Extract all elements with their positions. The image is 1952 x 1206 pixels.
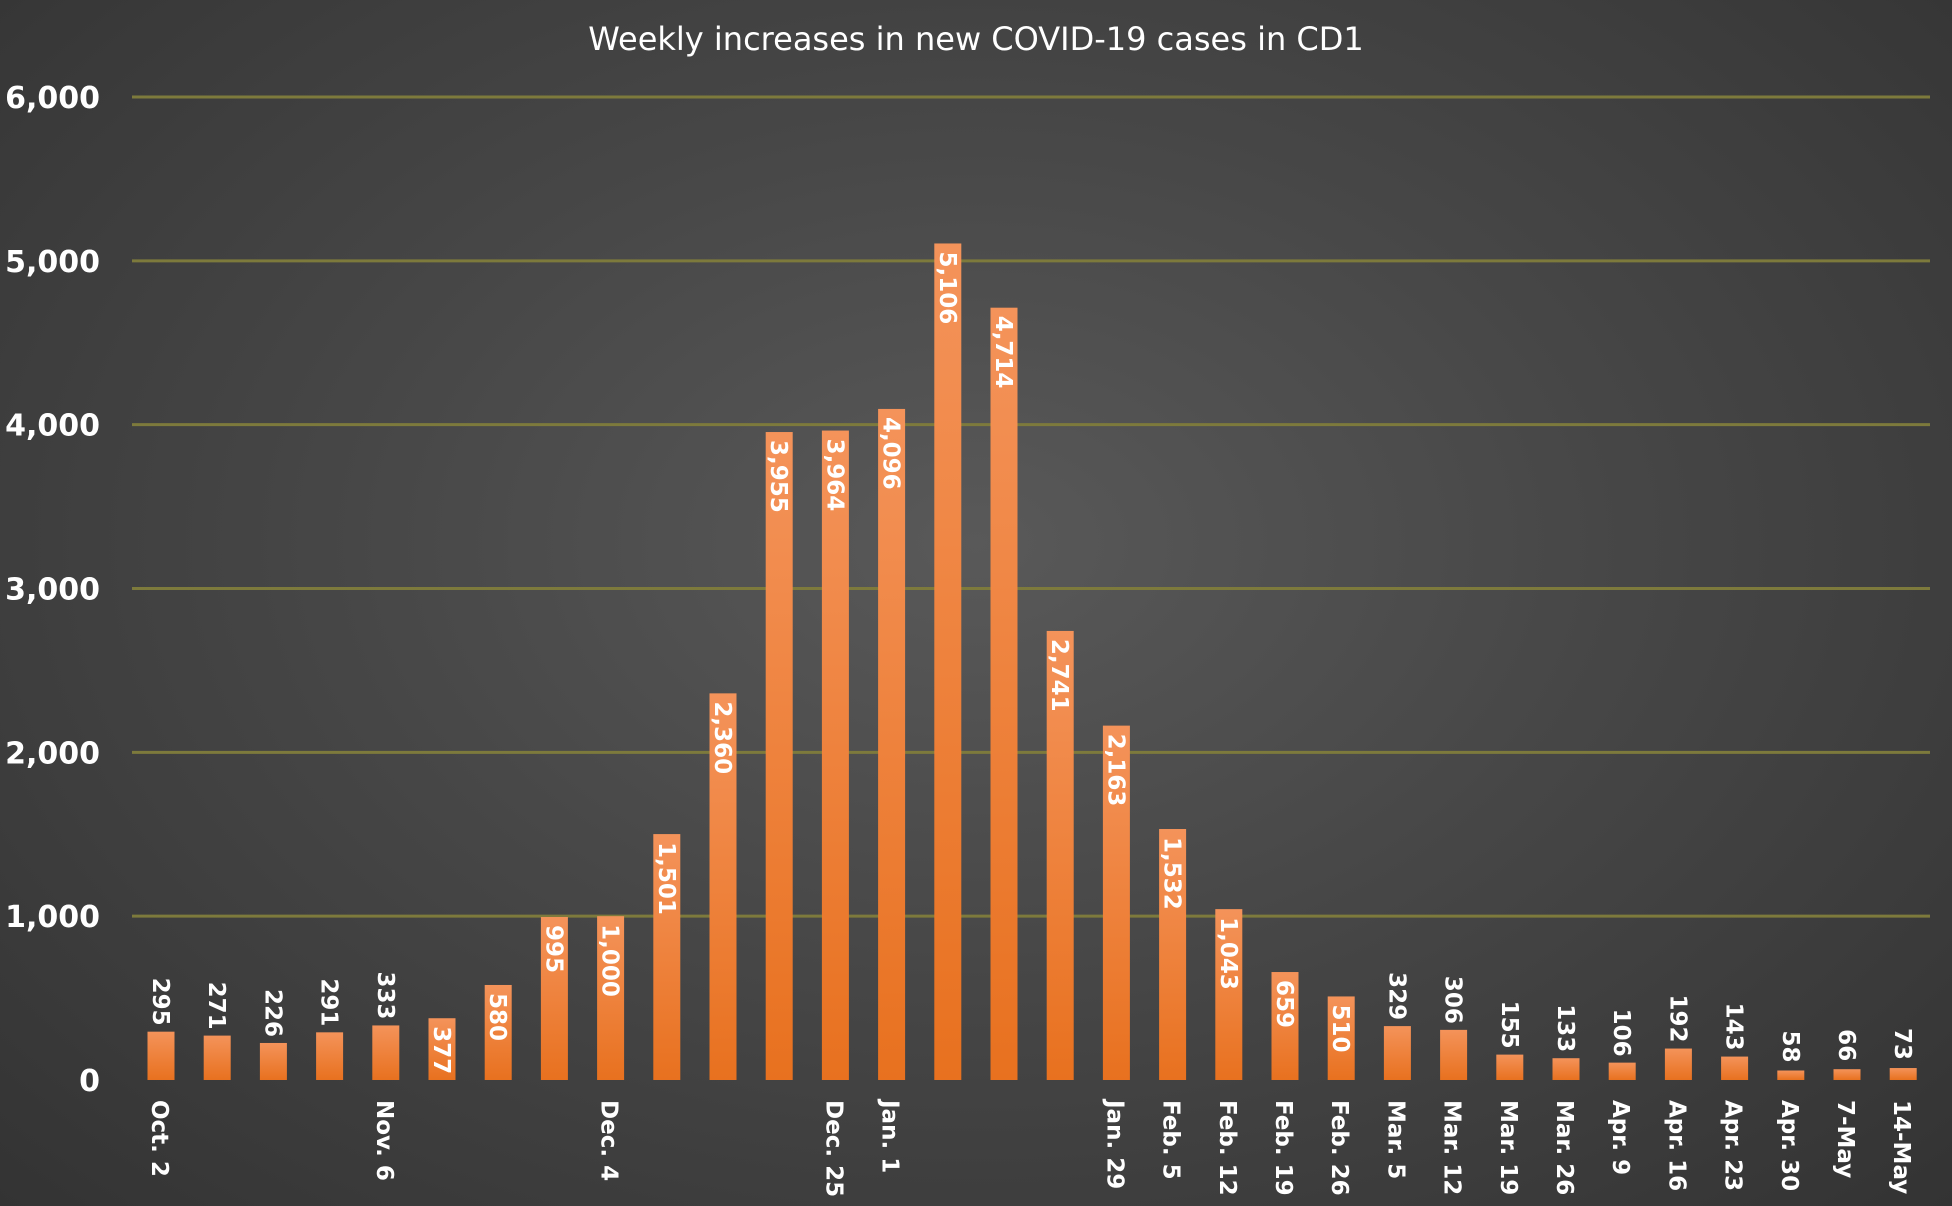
gridlines	[132, 95, 1930, 918]
y-tick-label: 2,000	[5, 736, 100, 771]
bar	[1608, 1062, 1636, 1080]
bar	[1159, 829, 1187, 1080]
bar	[709, 693, 737, 1080]
bar	[1327, 996, 1355, 1080]
data-label: 306	[1440, 976, 1466, 1024]
data-label: 995	[540, 925, 566, 973]
bars	[147, 243, 1917, 1081]
bar	[316, 1032, 344, 1080]
bar	[428, 1018, 456, 1080]
data-label: 291	[316, 978, 342, 1026]
bar	[1215, 909, 1243, 1080]
data-label: 295	[147, 978, 173, 1026]
bar	[203, 1035, 231, 1080]
data-label: 2,360	[709, 701, 735, 774]
x-tick-label: Feb. 19	[1270, 1100, 1296, 1196]
x-tick-label: Apr. 16	[1663, 1100, 1689, 1191]
x-tick-label: 7-May	[1832, 1100, 1858, 1178]
data-label: 4,714	[990, 316, 1016, 389]
data-label: 510	[1327, 1004, 1353, 1052]
data-label: 226	[259, 989, 285, 1037]
chart-title: Weekly increases in new COVID-19 cases i…	[588, 20, 1364, 58]
data-label: 1,532	[1159, 837, 1185, 910]
data-label: 2,163	[1102, 734, 1128, 807]
bar	[259, 1042, 287, 1080]
x-tick-label: Oct. 2	[146, 1100, 172, 1177]
x-tick-label: Mar. 5	[1382, 1100, 1408, 1179]
data-label: 1,000	[597, 924, 623, 997]
x-tick-label: Mar. 12	[1439, 1100, 1465, 1195]
x-tick-label: Feb. 26	[1326, 1100, 1352, 1196]
bar	[1889, 1068, 1917, 1080]
bar	[1102, 725, 1130, 1080]
data-label: 580	[484, 993, 510, 1041]
bar	[1271, 972, 1299, 1080]
x-tick-label: Dec. 25	[820, 1100, 846, 1197]
x-tick-label: Jan. 1	[877, 1098, 903, 1173]
bar	[821, 430, 849, 1080]
data-labels: 295 271 226 291 333 377 580 995 1,000 1,501 2,360 3…	[147, 251, 1915, 1074]
bar	[1777, 1070, 1805, 1080]
data-label: 1,501	[653, 842, 679, 915]
data-label: 4,096	[878, 417, 904, 490]
x-axis-ticks: Oct. 2 Nov. 6 Dec. 4 Dec. 25 Jan. 1 Jan. 29 Fe…	[146, 1098, 1914, 1197]
data-label: 66	[1833, 1029, 1859, 1061]
bar	[147, 1031, 175, 1080]
bar	[1552, 1058, 1580, 1080]
bar	[1664, 1048, 1692, 1080]
bar	[597, 916, 625, 1080]
data-label: 73	[1889, 1028, 1915, 1060]
bar	[934, 243, 962, 1081]
x-tick-label: 14-May	[1888, 1100, 1914, 1194]
bar	[990, 307, 1018, 1080]
bar	[484, 984, 512, 1080]
y-tick-label: 4,000	[5, 409, 100, 444]
x-tick-label: Apr. 30	[1776, 1100, 1802, 1191]
data-label: 3,955	[765, 440, 791, 513]
data-label: 377	[428, 1026, 454, 1074]
data-label: 329	[1383, 972, 1409, 1020]
y-tick-label: 1,000	[5, 900, 100, 935]
bar	[1440, 1029, 1468, 1080]
y-tick-label: 0	[79, 1064, 100, 1099]
data-label: 143	[1721, 1003, 1747, 1051]
data-label: 1,043	[1215, 917, 1241, 990]
data-label: 133	[1552, 1004, 1578, 1052]
x-tick-label: Apr. 23	[1720, 1100, 1746, 1191]
data-label: 659	[1271, 980, 1297, 1028]
bar	[878, 408, 906, 1080]
data-label: 3,964	[821, 439, 847, 512]
x-tick-label: Jan. 29	[1101, 1098, 1127, 1189]
x-tick-label: Nov. 6	[371, 1100, 397, 1181]
bar	[1721, 1056, 1749, 1080]
bar	[372, 1025, 400, 1080]
bar	[1496, 1054, 1524, 1080]
x-tick-label: Mar. 19	[1495, 1100, 1521, 1195]
data-label: 333	[372, 971, 398, 1019]
x-tick-label: Mar. 26	[1551, 1100, 1577, 1195]
data-label: 5,106	[934, 251, 960, 324]
bar	[1046, 630, 1074, 1080]
y-axis-ticks: 0 1,000 2,000 3,000 4,000 5,000 6,000	[5, 81, 100, 1099]
x-tick-label: Feb. 5	[1158, 1100, 1184, 1180]
x-tick-label: Apr. 9	[1607, 1100, 1633, 1175]
x-tick-label: Feb. 12	[1214, 1100, 1240, 1196]
y-tick-label: 6,000	[5, 81, 100, 116]
data-label: 271	[203, 982, 229, 1030]
data-label: 2,741	[1046, 639, 1072, 712]
bar	[1383, 1026, 1411, 1080]
x-tick-label: Dec. 4	[596, 1100, 622, 1181]
bar	[540, 916, 568, 1080]
data-label: 58	[1777, 1030, 1803, 1062]
y-tick-label: 5,000	[5, 245, 100, 280]
bar	[653, 834, 681, 1080]
data-label: 192	[1664, 995, 1690, 1043]
bar	[1833, 1069, 1861, 1080]
y-tick-label: 3,000	[5, 573, 100, 608]
bar	[765, 432, 793, 1080]
data-label: 155	[1496, 1001, 1522, 1049]
data-label: 106	[1608, 1009, 1634, 1057]
